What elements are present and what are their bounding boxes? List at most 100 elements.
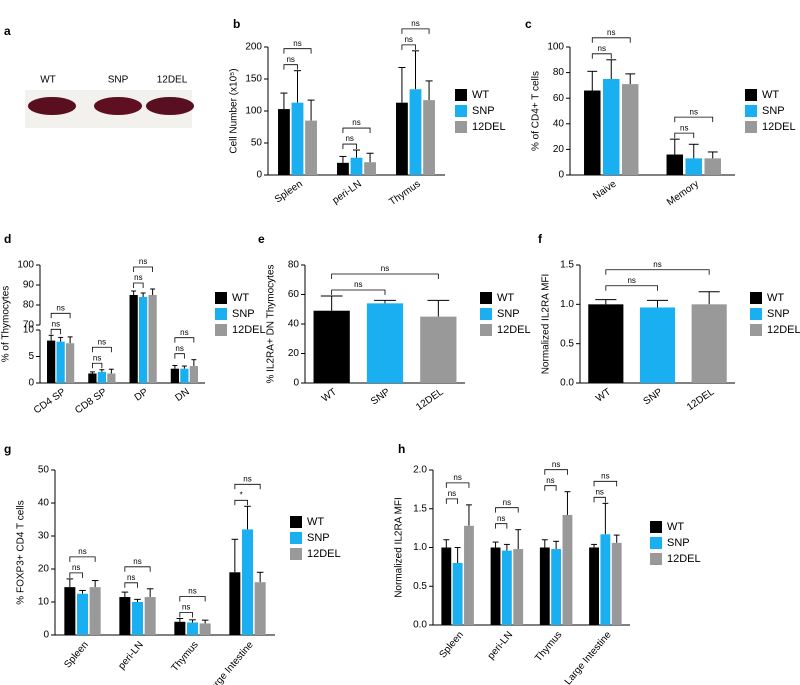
significance-label: ns bbox=[72, 563, 80, 572]
significance-bracket bbox=[331, 273, 439, 279]
legend-label: WT bbox=[497, 292, 514, 304]
y-tick-label: 200 bbox=[245, 42, 262, 53]
significance-label: ns bbox=[127, 573, 135, 582]
y-tick-label: 60 bbox=[288, 289, 300, 300]
legend-swatch bbox=[455, 121, 467, 133]
legend-label: SNP bbox=[497, 308, 520, 320]
x-tick-label: WT bbox=[594, 387, 613, 405]
spleen-photo bbox=[146, 97, 194, 115]
significance-bracket bbox=[401, 28, 430, 34]
significance-label: ns bbox=[243, 474, 251, 483]
legend-label: SNP bbox=[762, 105, 785, 117]
bar bbox=[666, 154, 684, 175]
significance-bracket bbox=[401, 44, 416, 50]
x-tick-label: 12DEL bbox=[685, 386, 717, 413]
bar bbox=[501, 550, 512, 625]
y-tick-label: 100 bbox=[547, 42, 564, 53]
significance-bracket bbox=[133, 282, 144, 288]
legend-label: 12DEL bbox=[667, 553, 701, 565]
legend-swatch bbox=[750, 292, 762, 304]
significance-label: ns bbox=[453, 473, 461, 482]
bar bbox=[77, 593, 88, 635]
bar bbox=[611, 542, 622, 625]
legend-swatch bbox=[455, 105, 467, 117]
bar bbox=[551, 549, 562, 625]
significance-label: ns bbox=[182, 603, 190, 612]
legend-swatch bbox=[215, 324, 227, 336]
y-tick-label: 10 bbox=[38, 597, 50, 608]
bar bbox=[562, 514, 573, 625]
legend-swatch bbox=[480, 324, 492, 336]
bar bbox=[366, 303, 404, 383]
y-axis-label: % FOXP3+ CD4 T cells bbox=[16, 500, 27, 604]
x-tick-label: Spleen bbox=[438, 630, 466, 661]
y-tick-label: 40 bbox=[38, 498, 50, 509]
x-tick-label: Large Intestine bbox=[563, 629, 614, 685]
legend-label: 12DEL bbox=[762, 121, 796, 133]
y-tick-label: 0 bbox=[43, 630, 49, 641]
significance-label: ns bbox=[627, 276, 635, 285]
bar bbox=[513, 549, 524, 625]
bar bbox=[490, 547, 501, 625]
significance-label: ns bbox=[690, 107, 698, 116]
legend-swatch bbox=[750, 308, 762, 320]
bar bbox=[452, 563, 463, 625]
panel-label: f bbox=[538, 232, 543, 246]
x-tick-label: CD8 SP bbox=[73, 386, 109, 416]
bar bbox=[254, 582, 266, 635]
y-axis-label: % of CD4+ T cells bbox=[531, 71, 542, 151]
bar bbox=[691, 304, 727, 383]
legend-swatch bbox=[290, 548, 302, 560]
y-tick-label: 1.5 bbox=[560, 260, 574, 271]
panel-label: e bbox=[258, 232, 265, 246]
bar bbox=[119, 597, 131, 635]
significance-bracket bbox=[445, 498, 459, 504]
significance-bracket bbox=[605, 285, 658, 291]
y-axis-label: Cell Number (x10⁵) bbox=[229, 68, 240, 153]
significance-label: ns bbox=[56, 303, 64, 312]
significance-bracket bbox=[544, 469, 568, 475]
bar bbox=[242, 529, 253, 635]
panel-label: d bbox=[4, 232, 11, 246]
legend-swatch bbox=[745, 89, 757, 101]
significance-bracket bbox=[124, 582, 138, 588]
bar bbox=[180, 368, 189, 383]
y-tick-label: 1.0 bbox=[413, 542, 427, 553]
bar bbox=[704, 158, 721, 175]
y-tick-label: 1.0 bbox=[560, 299, 574, 310]
legend-label: WT bbox=[767, 292, 784, 304]
y-tick-label: 0.5 bbox=[413, 581, 427, 592]
panel-label: h bbox=[398, 442, 405, 456]
photo-label: WT bbox=[40, 75, 56, 86]
bar bbox=[189, 366, 198, 383]
significance-label: ns bbox=[286, 55, 294, 64]
x-tick-label: CD4 SP bbox=[32, 386, 68, 416]
legend-label: SNP bbox=[232, 308, 255, 320]
significance-bracket bbox=[674, 132, 695, 139]
significance-label: ns bbox=[607, 28, 615, 37]
y-tick-label: 80 bbox=[288, 260, 300, 271]
y-tick-label: 0 bbox=[558, 170, 564, 181]
bar bbox=[132, 602, 143, 635]
bar bbox=[364, 162, 376, 175]
y-tick-label: 50 bbox=[38, 465, 50, 476]
bar bbox=[229, 572, 241, 635]
y-tick-label: 100 bbox=[17, 260, 34, 271]
legend-label: SNP bbox=[472, 105, 495, 117]
significance-bracket bbox=[544, 485, 557, 491]
y-axis-label: Normalized IL2RA MFI bbox=[541, 274, 552, 375]
legend-swatch bbox=[290, 516, 302, 528]
panel: e 0 20 40 60 80 % IL2RA+ DN Thymocytes WT SNP 12D… bbox=[258, 232, 531, 413]
panel-label: b bbox=[233, 17, 240, 31]
legend-label: WT bbox=[667, 521, 684, 533]
panel-label: c bbox=[525, 17, 532, 31]
y-tick-label: 40 bbox=[553, 118, 565, 129]
significance-bracket bbox=[234, 499, 248, 506]
significance-label: ns bbox=[354, 280, 362, 289]
significance-label: ns bbox=[404, 35, 412, 44]
x-tick-label: SNP bbox=[369, 386, 392, 407]
y-tick-label: 0.0 bbox=[560, 378, 574, 389]
legend-label: WT bbox=[472, 89, 489, 101]
bar bbox=[337, 162, 349, 175]
